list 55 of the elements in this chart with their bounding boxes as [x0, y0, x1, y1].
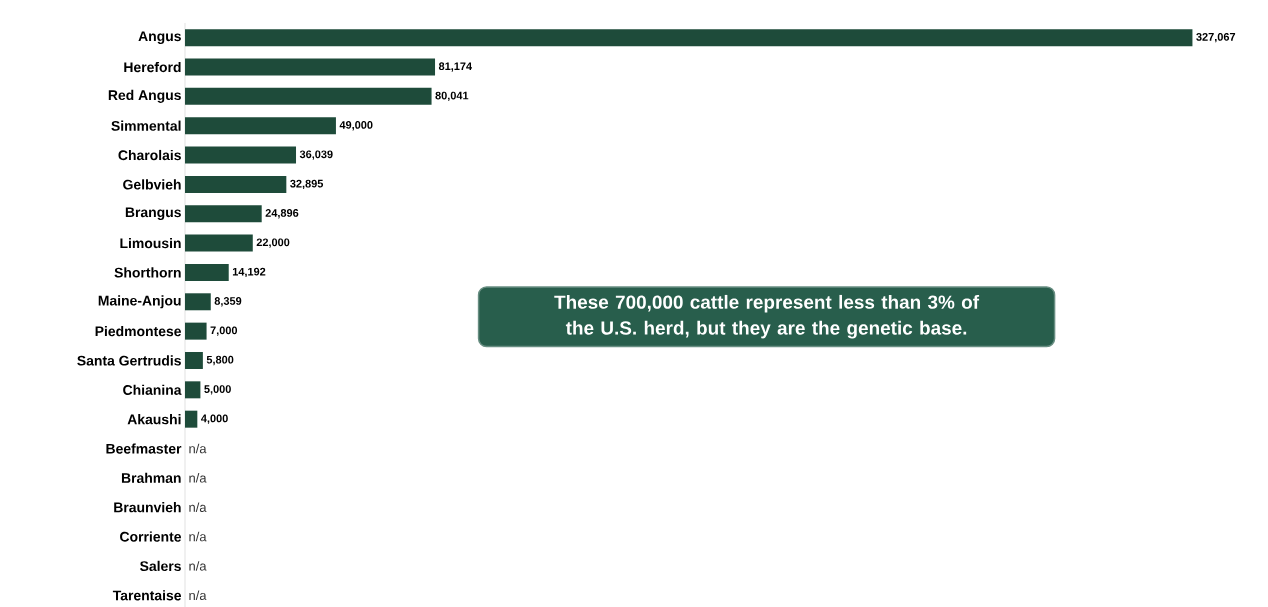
- data-label: 7,000: [210, 326, 238, 336]
- text: n/a: [189, 590, 207, 601]
- y-tick-label: Limousin: [120, 237, 181, 249]
- bar: [185, 175, 287, 193]
- bar: [185, 29, 1193, 47]
- data-label: 81,174: [438, 62, 473, 72]
- bar: [185, 322, 207, 340]
- bar: [185, 117, 336, 135]
- y-tick-label: Santa Gertrudis: [77, 355, 181, 366]
- y-tick-label: Angus: [138, 31, 181, 44]
- bar: [185, 263, 229, 281]
- bar: [185, 293, 211, 311]
- bar: [185, 58, 436, 76]
- y-tick-label: Simmental: [111, 120, 181, 131]
- bar: [185, 205, 262, 223]
- text: n/a: [189, 561, 207, 571]
- text: n/a: [189, 502, 207, 512]
- data-label: 4,000: [201, 414, 228, 424]
- y-tick-label: Hereford: [124, 61, 181, 73]
- y-tick-label: Tarentaise: [112, 590, 182, 601]
- y-tick-label: Chianina: [123, 384, 182, 395]
- text: n/a: [189, 443, 207, 454]
- y-tick-label: Piedmontese: [95, 326, 182, 337]
- data-label: 5,000: [204, 385, 231, 395]
- data-label: 8,359: [214, 297, 242, 307]
- y-tick-label: Brahman: [121, 472, 181, 483]
- bar: [185, 146, 297, 164]
- data-label: 36,039: [299, 150, 333, 160]
- y-tick-label: Corriente: [120, 531, 182, 542]
- bar: [185, 87, 432, 105]
- y-tick-label: Beefmaster: [106, 443, 182, 454]
- bar: [185, 410, 198, 428]
- data-label: 14,192: [232, 267, 266, 278]
- y-tick-label: Charolais: [118, 149, 181, 161]
- y-tick-label: Red Angus: [108, 89, 181, 103]
- data-label: 80,041: [435, 91, 469, 102]
- y-tick-label: Brangus: [125, 207, 181, 221]
- data-label: 32,895: [290, 179, 324, 190]
- y-tick-label: Maine-Anjou: [98, 295, 181, 309]
- data-label: 5,800: [206, 355, 234, 366]
- bar: [185, 234, 253, 252]
- y-tick-label: Gelbvieh: [123, 179, 181, 190]
- text: n/a: [189, 531, 207, 542]
- annotation: These 700,000 cattle represent less than 3% of the U.S. herd, but they are the genetic base.: [554, 294, 980, 339]
- bar: [185, 351, 203, 369]
- bar: [185, 381, 201, 399]
- y-tick-label: Braunvieh: [114, 502, 181, 513]
- y-tick-label: Shorthorn: [114, 267, 181, 278]
- data-label: 49,000: [339, 121, 373, 131]
- data-label: 327,067: [1196, 33, 1236, 43]
- y-tick-label: Akaushi: [127, 414, 181, 425]
- data-label: 22,000: [256, 238, 290, 248]
- y-tick-label: Salers: [140, 560, 181, 572]
- text: n/a: [189, 473, 207, 483]
- data-label: 24,896: [265, 209, 299, 219]
